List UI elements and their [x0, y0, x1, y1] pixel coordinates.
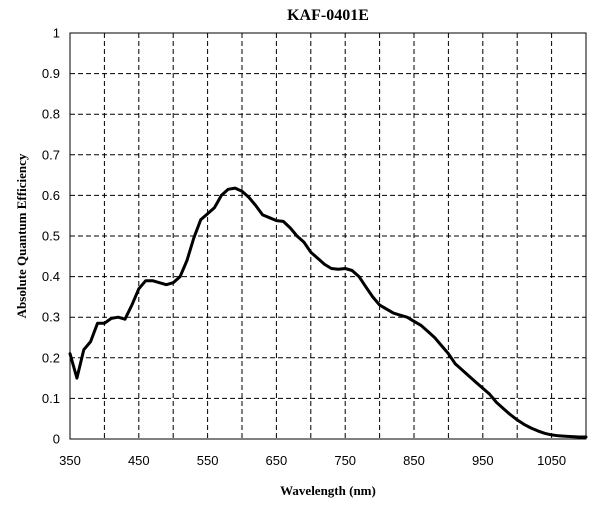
y-tick-label: 0.9	[42, 66, 60, 81]
x-tick-label: 450	[128, 453, 150, 468]
y-tick-label: 0.8	[42, 107, 60, 122]
y-tick-label: 0	[53, 432, 60, 447]
y-tick-label: 0.3	[42, 310, 60, 325]
y-tick-label: 0.4	[42, 269, 60, 284]
y-axis-label: Absolute Quantum Efficiency	[14, 153, 29, 318]
x-tick-label: 350	[59, 453, 81, 468]
y-tick-label: 0.2	[42, 350, 60, 365]
x-tick-label: 750	[334, 453, 356, 468]
x-axis-label: Wavelength (nm)	[280, 483, 376, 498]
y-tick-label: 1	[53, 26, 60, 41]
plot-area-border	[69, 32, 587, 440]
y-tick-labels: 0 0.1 0.2 0.3 0.4 0.5 0.6 0.7 0.8 0.9 1	[42, 26, 60, 447]
x-tick-label: 950	[472, 453, 494, 468]
y-tick-label: 0.6	[42, 188, 60, 203]
plot-frame	[69, 32, 587, 440]
series-layer	[68, 186, 588, 439]
x-tick-label: 850	[403, 453, 425, 468]
grid	[69, 32, 587, 440]
x-tick-label: 650	[266, 453, 288, 468]
x-tick-labels: 350 450 550 650 750 850 950 1050	[59, 453, 566, 468]
y-tick-label: 0.1	[42, 391, 60, 406]
chart-title: KAF-0401E	[287, 7, 369, 24]
x-tick-label: 1050	[537, 453, 566, 468]
y-tick-label: 0.7	[42, 147, 60, 162]
y-tick-label: 0.5	[42, 229, 60, 244]
x-tick-label: 550	[197, 453, 219, 468]
quantum-efficiency-line	[68, 186, 588, 439]
